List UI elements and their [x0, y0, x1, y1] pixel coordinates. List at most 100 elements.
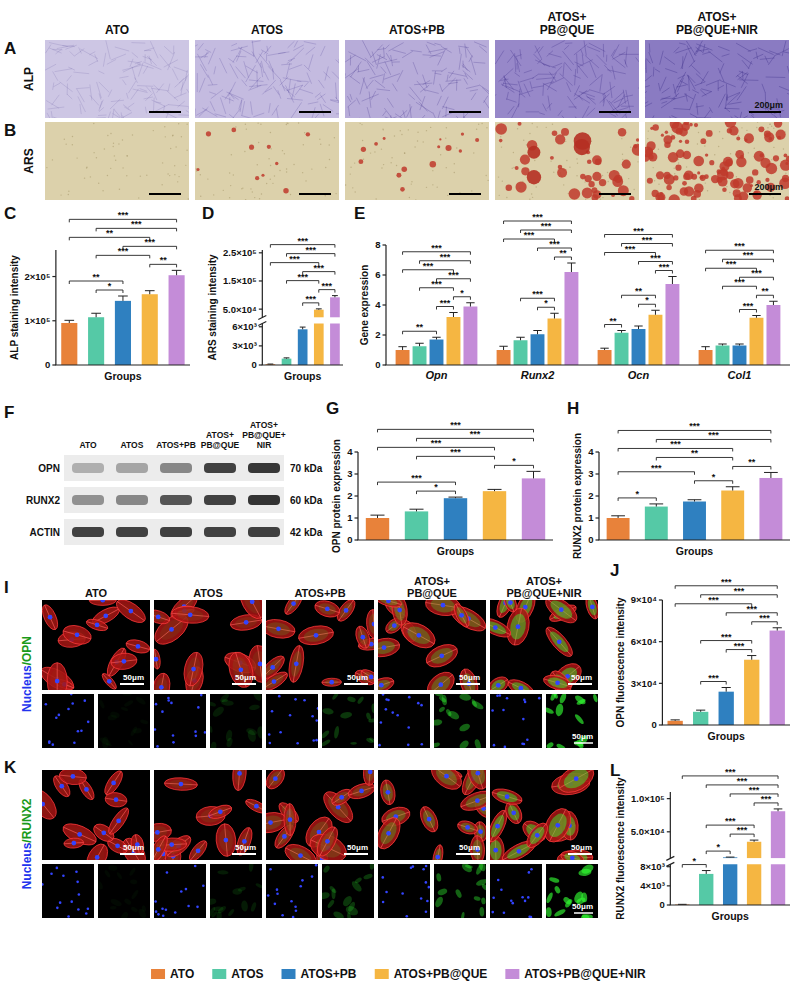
fiber — [645, 76, 652, 87]
green-signal — [574, 713, 586, 725]
scale-bar — [149, 193, 181, 195]
mineral-nodule — [685, 139, 690, 144]
speck — [698, 132, 699, 133]
green-signal — [210, 741, 217, 748]
fiber — [549, 54, 562, 58]
speck — [311, 168, 312, 169]
alp-image — [495, 40, 639, 118]
blot-band — [72, 527, 104, 537]
speck — [246, 128, 247, 129]
green-signal — [356, 628, 369, 646]
speck — [550, 160, 551, 161]
green-signal — [98, 878, 105, 891]
nucleus — [290, 900, 293, 903]
fiber — [579, 95, 583, 100]
fiber — [607, 99, 618, 115]
actin-fiber — [266, 657, 284, 678]
nucleus — [75, 870, 78, 873]
green-signal — [266, 621, 291, 637]
mineral-nodule — [740, 155, 744, 159]
speck — [783, 148, 784, 149]
fiber — [146, 87, 151, 93]
cell-actin — [235, 600, 262, 623]
speck — [621, 138, 622, 139]
fiber — [416, 102, 433, 113]
mineral-nodule — [374, 142, 378, 146]
group-header-line: ATOS+PB — [294, 587, 345, 599]
green-signal — [225, 729, 233, 742]
speck — [535, 186, 536, 187]
fiber — [738, 72, 748, 79]
mineral-nodule — [664, 174, 675, 185]
mineral-nodule — [785, 196, 789, 200]
ars-image — [45, 122, 189, 200]
mineral-nodule — [306, 132, 310, 136]
fiber — [106, 112, 111, 118]
green-signal — [211, 705, 226, 719]
green-signal — [98, 699, 105, 709]
nucleus — [344, 608, 349, 613]
green-signal — [369, 864, 374, 870]
fiber — [215, 114, 226, 117]
scale-bar — [344, 853, 368, 855]
mineral-nodule — [734, 194, 742, 200]
fiber — [687, 75, 695, 90]
cell-actin — [490, 673, 511, 690]
fiber — [433, 112, 439, 118]
cell-actin — [583, 600, 598, 620]
nucleus — [294, 661, 299, 666]
fiber — [269, 103, 271, 113]
mineral-nodule — [401, 166, 407, 172]
speck — [409, 197, 410, 198]
actin-fiber — [154, 649, 157, 669]
speck — [119, 189, 120, 190]
nucleus — [218, 809, 223, 814]
actin-fiber — [508, 682, 533, 690]
fiber — [229, 114, 241, 118]
nucleus — [167, 697, 170, 700]
row-label: Nucleus/OPN — [20, 636, 34, 712]
speck — [60, 194, 61, 195]
speck — [200, 174, 201, 175]
nucleus — [56, 907, 59, 910]
nucleus — [269, 868, 272, 871]
group-header: ATOS+PB@QUE+NIR — [676, 10, 758, 37]
cell-actin — [505, 676, 536, 690]
fiber — [128, 81, 135, 93]
ars-image — [345, 122, 489, 200]
speck — [229, 172, 230, 173]
nucleus — [70, 900, 73, 903]
nucleus — [427, 817, 432, 822]
fiber — [696, 74, 705, 82]
nucleus — [197, 706, 200, 709]
nucleus — [169, 627, 174, 632]
actin-fiber — [126, 643, 149, 649]
nucleus — [50, 872, 53, 875]
green-signal — [240, 600, 262, 616]
fiber — [696, 117, 709, 118]
nucleus — [84, 787, 89, 792]
fiber — [774, 115, 787, 118]
speck — [172, 135, 173, 136]
fiber — [205, 52, 208, 58]
green-signal — [428, 672, 453, 690]
mineral-nodule — [722, 188, 727, 193]
fiber — [674, 47, 680, 53]
fiber — [535, 46, 542, 59]
nucleus — [116, 819, 121, 824]
fiber — [357, 69, 369, 72]
fiber — [156, 84, 163, 93]
green-signal — [135, 695, 147, 706]
mineral-nodule — [599, 179, 606, 186]
fiber — [144, 97, 153, 99]
nucleus — [76, 881, 79, 884]
nucleus — [204, 731, 206, 734]
scale-bar — [749, 111, 781, 113]
nucleus — [382, 694, 385, 696]
mineral-nodule — [671, 135, 676, 140]
nucleus — [80, 729, 83, 732]
fiber — [449, 71, 454, 78]
green-signal — [350, 742, 357, 745]
fiber — [665, 69, 677, 73]
nucleus — [420, 704, 423, 707]
